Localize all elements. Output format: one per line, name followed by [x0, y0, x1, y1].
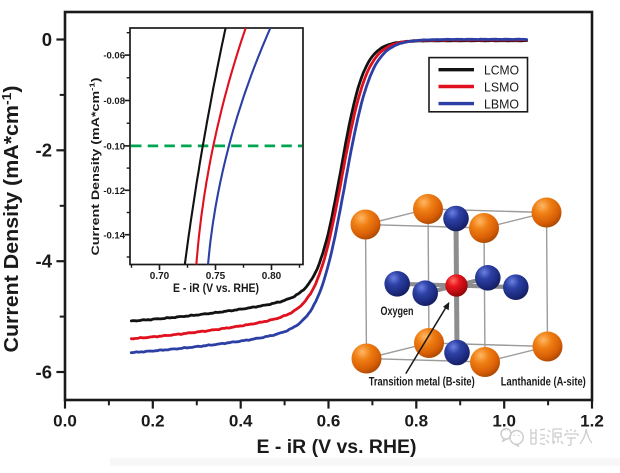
- svg-text:-0.14: -0.14: [103, 230, 125, 241]
- svg-text:0.6: 0.6: [317, 412, 341, 431]
- svg-text:0.8: 0.8: [404, 412, 428, 431]
- svg-text:LBMO: LBMO: [484, 96, 519, 111]
- svg-text:-0.10: -0.10: [103, 142, 125, 153]
- svg-text:-6: -6: [36, 361, 52, 382]
- svg-text:1.0: 1.0: [492, 412, 516, 431]
- svg-text:-0.12: -0.12: [103, 186, 125, 197]
- svg-text:-4: -4: [36, 251, 53, 272]
- svg-text:LCMO: LCMO: [484, 63, 519, 78]
- svg-text:0: 0: [42, 29, 52, 50]
- svg-text:0.4: 0.4: [229, 412, 253, 431]
- svg-text:Oxygen: Oxygen: [381, 306, 414, 318]
- svg-text:1.2: 1.2: [580, 412, 604, 431]
- svg-text:Transition metal (B-site): Transition metal (B-site): [369, 375, 475, 389]
- svg-text:Current Density (mA*cm-1): Current Density (mA*cm-1): [88, 77, 103, 255]
- svg-text:E - iR (V vs. RHE): E - iR (V vs. RHE): [173, 283, 259, 295]
- svg-text:-0.08: -0.08: [103, 96, 125, 107]
- svg-text:LSMO: LSMO: [484, 79, 519, 94]
- svg-text:0.80: 0.80: [262, 271, 282, 282]
- svg-text:Current Density (mA*cm-1): Current Density (mA*cm-1): [0, 85, 23, 352]
- svg-text:-2: -2: [36, 140, 52, 161]
- svg-text:-0.06: -0.06: [103, 51, 125, 62]
- svg-text:0.0: 0.0: [53, 412, 77, 431]
- svg-text:Lanthanide (A-site): Lanthanide (A-site): [501, 375, 586, 389]
- svg-text:0.75: 0.75: [206, 271, 226, 282]
- svg-text:E - iR (V vs. RHE): E - iR (V vs. RHE): [257, 436, 417, 458]
- svg-text:0.70: 0.70: [150, 271, 170, 282]
- svg-text:0.2: 0.2: [141, 412, 165, 431]
